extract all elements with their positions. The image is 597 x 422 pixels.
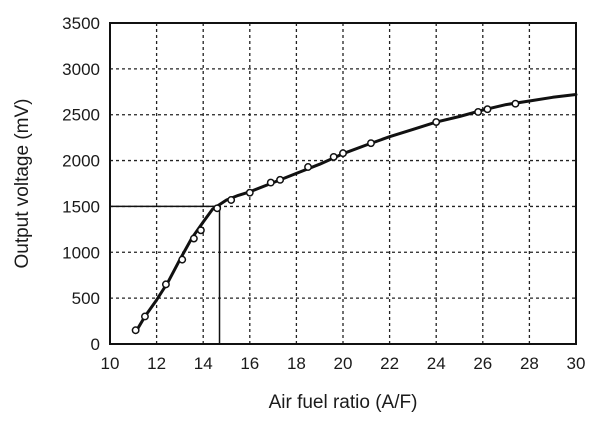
data-point-13 <box>339 149 347 158</box>
data-point-3 <box>178 255 187 264</box>
data-point-9 <box>266 178 275 187</box>
data-point-6 <box>213 204 222 213</box>
x-tick-label: 14 <box>194 354 213 373</box>
x-tick-label: 16 <box>240 354 259 373</box>
data-point-10 <box>276 175 285 184</box>
data-point-2 <box>161 280 170 289</box>
x-tick-label: 20 <box>334 354 353 373</box>
data-point-1 <box>141 312 149 321</box>
x-tick-label: 22 <box>380 354 399 373</box>
data-point-5 <box>196 226 205 235</box>
plot-frame <box>109 22 577 345</box>
y-axis-title: Output voltage (mV) <box>12 98 33 268</box>
grid <box>110 23 576 344</box>
x-tick-labels: 10 12 14 16 18 20 22 24 26 28 30 <box>101 354 586 373</box>
data-point-11 <box>304 163 312 171</box>
y-tick-label: 2500 <box>62 106 100 125</box>
y-tick-labels: 0 500 1000 1500 2000 2500 3000 3500 <box>62 14 100 354</box>
y-tick-label: 2000 <box>62 152 100 171</box>
y-tick-label: 3500 <box>62 14 100 33</box>
data-point-8 <box>245 188 254 197</box>
y-tick-label: 3000 <box>62 60 100 79</box>
data-point-12 <box>329 152 338 161</box>
series-markers <box>131 99 520 335</box>
data-point-7 <box>227 196 236 204</box>
y-tick-label: 1500 <box>62 197 100 216</box>
data-point-0 <box>131 326 140 335</box>
x-tick-label: 24 <box>427 354 446 373</box>
x-tick-label: 10 <box>101 354 120 373</box>
x-tick-label: 30 <box>567 354 586 373</box>
y-tick-label: 0 <box>91 335 100 354</box>
data-point-16 <box>474 108 483 116</box>
x-tick-label: 28 <box>520 354 539 373</box>
data-point-14 <box>367 139 375 148</box>
data-point-18 <box>511 99 520 108</box>
x-tick-label: 12 <box>147 354 166 373</box>
data-point-17 <box>483 105 492 114</box>
x-tick-label: 26 <box>473 354 492 373</box>
y-tick-label: 1000 <box>62 243 100 262</box>
x-axis-title: Air fuel ratio (A/F) <box>269 392 418 413</box>
data-point-15 <box>432 118 441 127</box>
data-point-4 <box>189 234 198 243</box>
y-tick-label: 500 <box>72 289 100 308</box>
x-tick-label: 18 <box>287 354 306 373</box>
